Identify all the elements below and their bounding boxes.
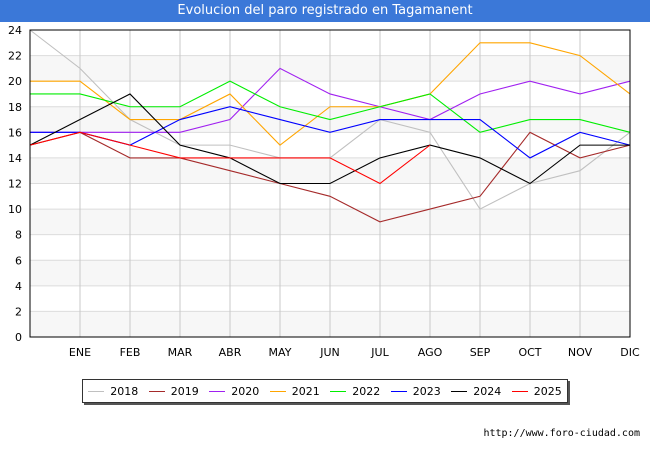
x-tick-label: DIC bbox=[620, 346, 640, 359]
series-line-2025 bbox=[29, 131, 431, 185]
x-tick-label: MAY bbox=[269, 346, 292, 359]
y-tick-label: 24 bbox=[8, 24, 22, 37]
legend-label: 2020 bbox=[231, 384, 260, 398]
y-tick-label: 0 bbox=[15, 331, 22, 344]
y-tick-label: 22 bbox=[8, 50, 22, 63]
legend-item-2019: 2019 bbox=[148, 384, 199, 398]
x-tick-label: AGO bbox=[418, 346, 443, 359]
legend-label: 2025 bbox=[533, 384, 562, 398]
x-tick-label: JUL bbox=[370, 346, 389, 359]
y-tick-label: 14 bbox=[8, 152, 22, 165]
chart-title: Evolucion del paro registrado en Tagaman… bbox=[0, 0, 650, 22]
plot-border bbox=[29, 29, 631, 338]
x-tick-label: SEP bbox=[470, 346, 491, 359]
series-line-2024 bbox=[29, 93, 630, 185]
legend-label: 2019 bbox=[170, 384, 199, 398]
legend-label: 2024 bbox=[473, 384, 502, 398]
legend-item-2025: 2025 bbox=[511, 384, 562, 398]
legend-swatch bbox=[88, 390, 105, 392]
series-line-2019 bbox=[29, 131, 631, 223]
x-tick-label: OCT bbox=[518, 346, 541, 359]
x-tick-label: FEB bbox=[120, 346, 141, 359]
x-tick-label: JUN bbox=[319, 346, 340, 359]
y-tick-label: 16 bbox=[8, 126, 22, 139]
x-tick-label: NOV bbox=[568, 346, 593, 359]
y-tick-label: 12 bbox=[8, 178, 22, 191]
y-tick-label: 10 bbox=[8, 203, 22, 216]
legend-swatch bbox=[451, 390, 468, 392]
legend-item-2018: 2018 bbox=[88, 385, 138, 398]
legend-item-2023: 2023 bbox=[390, 384, 441, 398]
legend-label: 2021 bbox=[291, 384, 320, 398]
series-line-2020 bbox=[30, 67, 631, 133]
y-tick-label: 2 bbox=[15, 305, 22, 318]
x-tick-label: MAR bbox=[168, 346, 193, 359]
series-line-2021 bbox=[30, 42, 631, 146]
legend-swatch bbox=[209, 390, 226, 392]
legend-swatch bbox=[390, 390, 407, 392]
series-line-2022 bbox=[30, 80, 631, 133]
legend: 2018 2019 2020 2021 2022 2023 2024 2025 bbox=[82, 379, 568, 403]
y-tick-label: 6 bbox=[15, 254, 22, 267]
legend-label: 2022 bbox=[352, 384, 381, 398]
legend-item-2024: 2024 bbox=[451, 385, 501, 398]
x-tick-label: ABR bbox=[219, 346, 242, 359]
legend-swatch bbox=[269, 390, 286, 392]
legend-label: 2023 bbox=[412, 384, 441, 398]
source-url: http://www.foro-ciudad.com bbox=[483, 428, 640, 439]
legend-swatch bbox=[511, 390, 528, 392]
legend-item-2021: 2021 bbox=[269, 384, 320, 398]
y-tick-label: 18 bbox=[8, 101, 22, 114]
y-tick-label: 8 bbox=[15, 229, 22, 242]
legend-swatch bbox=[330, 390, 347, 392]
legend-item-2020: 2020 bbox=[209, 385, 259, 398]
y-tick-label: 20 bbox=[8, 75, 22, 88]
legend-label: 2018 bbox=[110, 384, 139, 398]
legend-item-2022: 2022 bbox=[330, 385, 380, 398]
x-tick-label: ENE bbox=[69, 346, 91, 359]
y-tick-label: 4 bbox=[15, 280, 22, 293]
legend-swatch bbox=[148, 390, 165, 392]
